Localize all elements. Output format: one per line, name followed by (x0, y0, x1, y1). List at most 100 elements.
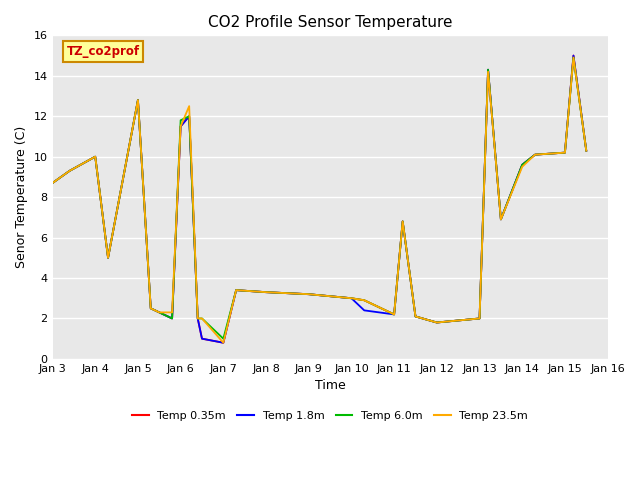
Temp 6.0m (561, 150, 569, 156)
Temp 1.8m (476, 315, 483, 321)
Temp 6.0m (360, 298, 368, 303)
Temp 0.35m (518, 162, 526, 168)
Temp 6.0m (305, 291, 312, 297)
Temp 6.0m (92, 154, 99, 159)
Temp 0.35m (92, 154, 99, 159)
Temp 6.0m (348, 295, 355, 301)
Temp 0.35m (168, 315, 176, 321)
Temp 23.5m (561, 150, 569, 156)
Temp 0.35m (49, 180, 56, 186)
Temp 6.0m (484, 67, 492, 72)
Temp 0.35m (232, 287, 240, 293)
Temp 0.35m (186, 113, 193, 119)
Temp 23.5m (194, 315, 202, 321)
Temp 0.35m (348, 295, 355, 301)
Temp 0.35m (390, 312, 398, 317)
Temp 1.8m (92, 154, 99, 159)
Temp 0.35m (497, 216, 505, 222)
Temp 23.5m (147, 305, 155, 311)
Temp 0.35m (134, 97, 142, 103)
Temp 1.8m (168, 315, 176, 321)
Temp 1.8m (360, 308, 368, 313)
Temp 0.35m (484, 67, 492, 72)
Temp 1.8m (147, 305, 155, 311)
Temp 1.8m (177, 123, 184, 129)
Temp 23.5m (262, 289, 270, 295)
Temp 6.0m (147, 305, 155, 311)
Line: Temp 6.0m: Temp 6.0m (52, 58, 586, 339)
Temp 23.5m (134, 97, 142, 103)
Title: CO2 Profile Sensor Temperature: CO2 Profile Sensor Temperature (208, 15, 452, 30)
Temp 0.35m (476, 315, 483, 321)
Temp 6.0m (582, 148, 590, 154)
Temp 0.35m (433, 320, 441, 325)
Temp 23.5m (390, 312, 398, 317)
Temp 0.35m (360, 298, 368, 303)
Temp 23.5m (582, 148, 590, 154)
Temp 23.5m (220, 340, 227, 346)
Temp 23.5m (484, 69, 492, 74)
Temp 0.35m (262, 289, 270, 295)
Temp 6.0m (399, 218, 406, 224)
Temp 6.0m (232, 287, 240, 293)
Temp 23.5m (570, 55, 577, 60)
Temp 1.8m (104, 255, 112, 261)
Temp 1.8m (232, 287, 240, 293)
Temp 1.8m (561, 150, 569, 156)
Temp 23.5m (531, 152, 539, 157)
Temp 0.35m (570, 53, 577, 59)
Temp 23.5m (156, 310, 163, 315)
Temp 23.5m (66, 168, 74, 174)
Temp 0.35m (198, 336, 206, 342)
Line: Temp 23.5m: Temp 23.5m (52, 58, 586, 343)
Temp 1.8m (518, 162, 526, 168)
Temp 23.5m (49, 180, 56, 186)
Temp 1.8m (497, 216, 505, 222)
Temp 1.8m (156, 310, 163, 315)
Temp 1.8m (134, 97, 142, 103)
Temp 6.0m (134, 97, 142, 103)
Text: TZ_co2prof: TZ_co2prof (67, 45, 140, 58)
Y-axis label: Senor Temperature (C): Senor Temperature (C) (15, 126, 28, 268)
Temp 1.8m (198, 336, 206, 342)
Temp 6.0m (476, 315, 483, 321)
Temp 0.35m (156, 310, 163, 315)
Temp 23.5m (518, 164, 526, 169)
Temp 23.5m (186, 103, 193, 109)
Temp 0.35m (399, 218, 406, 224)
Temp 6.0m (518, 162, 526, 168)
Temp 1.8m (194, 315, 202, 321)
Temp 6.0m (570, 55, 577, 60)
Temp 0.35m (220, 340, 227, 346)
Legend: Temp 0.35m, Temp 1.8m, Temp 6.0m, Temp 23.5m: Temp 0.35m, Temp 1.8m, Temp 6.0m, Temp 2… (127, 407, 532, 425)
Temp 0.35m (412, 313, 419, 319)
Temp 1.8m (49, 180, 56, 186)
X-axis label: Time: Time (315, 379, 346, 392)
Temp 0.35m (582, 148, 590, 154)
Temp 1.8m (433, 320, 441, 325)
Line: Temp 1.8m: Temp 1.8m (52, 56, 586, 343)
Temp 1.8m (570, 53, 577, 59)
Temp 6.0m (220, 336, 227, 342)
Temp 1.8m (390, 312, 398, 317)
Temp 6.0m (49, 180, 56, 186)
Temp 1.8m (531, 152, 539, 157)
Temp 23.5m (177, 123, 184, 129)
Temp 23.5m (198, 315, 206, 321)
Line: Temp 0.35m: Temp 0.35m (52, 56, 586, 343)
Temp 1.8m (348, 295, 355, 301)
Temp 6.0m (412, 313, 419, 319)
Temp 0.35m (177, 123, 184, 129)
Temp 1.8m (399, 218, 406, 224)
Temp 6.0m (104, 255, 112, 261)
Temp 23.5m (412, 313, 419, 319)
Temp 6.0m (168, 315, 176, 321)
Temp 6.0m (262, 289, 270, 295)
Temp 6.0m (531, 152, 539, 157)
Temp 1.8m (220, 340, 227, 346)
Temp 1.8m (582, 148, 590, 154)
Temp 1.8m (484, 67, 492, 72)
Temp 0.35m (305, 291, 312, 297)
Temp 23.5m (348, 295, 355, 301)
Temp 23.5m (360, 298, 368, 303)
